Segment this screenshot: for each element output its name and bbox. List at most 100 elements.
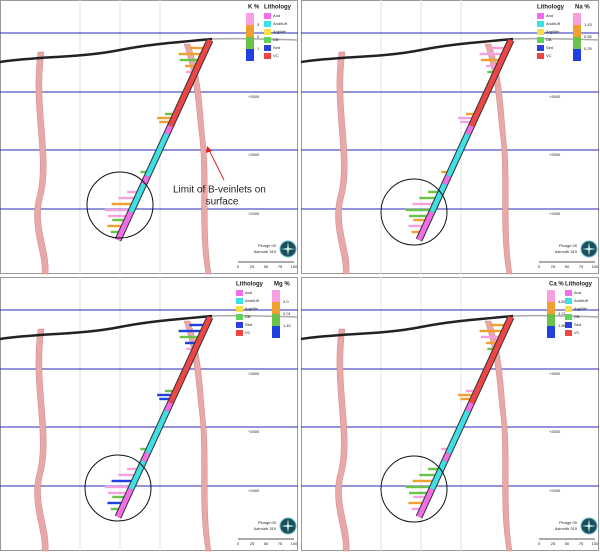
- scale-label: 25: [250, 264, 255, 269]
- elevation-label: +2500: [549, 152, 561, 157]
- plunge: Plunge 00: [258, 520, 277, 525]
- panel-frame: [301, 0, 599, 274]
- scale-label: 25: [250, 541, 255, 546]
- element-scale-label: 4.83: [558, 299, 567, 304]
- assay-bar: [127, 190, 138, 194]
- assay-bar: [413, 495, 426, 499]
- assay-bar: [159, 397, 170, 401]
- panel: +2600 +2500 +2400 K % 3 2 1 Lithology And And/tuf…: [0, 0, 299, 275]
- assay-bar: [110, 230, 119, 234]
- plunge: Plunge 00: [258, 243, 277, 248]
- assay-bar: [118, 473, 135, 477]
- lithology-label: VC: [273, 53, 279, 58]
- lithology-label: Argillite: [574, 306, 588, 311]
- assay-bar: [164, 389, 173, 393]
- lithology-swatch: [264, 53, 271, 59]
- lithology-swatch: [236, 290, 243, 296]
- assay-bar: [112, 218, 125, 222]
- lithology-swatch: [537, 29, 544, 35]
- lithology-label: And/tuff: [546, 21, 561, 26]
- assay-bar: [110, 507, 119, 511]
- panel: +2600 +2500 +2400 Mg % 3.0 2.01 1.42 Lithology A…: [0, 277, 299, 552]
- assay-bar: [486, 341, 497, 345]
- lithology-label: VC: [245, 330, 251, 335]
- topography-fill: [512, 37, 600, 41]
- topography: [0, 314, 213, 341]
- topography-fill: [211, 314, 299, 318]
- highlight-circle: [380, 178, 448, 246]
- assay-bar: [189, 323, 204, 327]
- assay-bar: [419, 473, 436, 477]
- drill-hole-segment: [416, 487, 435, 519]
- element-scale-swatch: [246, 49, 254, 61]
- lithology-label: DB: [245, 314, 251, 319]
- assay-bar: [159, 120, 170, 124]
- drill-hole-segment: [115, 487, 134, 519]
- assay-bar: [465, 112, 474, 116]
- scale-label: 0: [538, 541, 541, 546]
- scale-label: 75: [278, 264, 283, 269]
- drill-hole-segment: [416, 210, 435, 242]
- scale-label: 0: [237, 541, 240, 546]
- drill-hole-segment: [164, 401, 173, 413]
- lithology-title: Lithology: [537, 5, 565, 11]
- lithology-swatch: [537, 13, 544, 19]
- topography: [0, 37, 213, 64]
- scale-label: 0: [237, 264, 240, 269]
- lithology-label: Sed: [546, 45, 553, 50]
- assay-bar: [112, 495, 125, 499]
- lithology-title: Lithology: [236, 282, 264, 288]
- vein-band: [183, 320, 212, 552]
- assay-bar: [186, 70, 193, 74]
- assay-bar: [480, 58, 499, 62]
- lithology-swatch: [236, 322, 243, 328]
- assay-bar: [118, 196, 135, 200]
- drill-hole-segment: [128, 182, 147, 214]
- highlight-circle: [380, 455, 448, 523]
- drill-hole-segment: [465, 124, 474, 136]
- compass-star: [281, 242, 295, 256]
- element-scale-label: 4.21: [558, 311, 567, 316]
- lithology-swatch: [565, 314, 572, 320]
- assay-bar: [178, 52, 201, 56]
- assay-bar: [412, 202, 433, 206]
- assay-bar: [164, 112, 173, 116]
- assay-bar: [108, 491, 127, 495]
- element-scale-swatch: [272, 302, 280, 314]
- drill-hole-segment: [442, 451, 451, 463]
- lithology-swatch: [537, 45, 544, 51]
- assay-bar: [412, 479, 433, 483]
- assay-bar: [428, 190, 439, 194]
- highlight-circle: [86, 171, 154, 239]
- assay-bar: [104, 485, 129, 489]
- assay-bar: [140, 447, 147, 451]
- drill-hole-segment: [168, 38, 213, 128]
- assay-bar: [479, 52, 502, 56]
- assay-bar: [458, 393, 473, 397]
- lithology-swatch: [264, 37, 271, 43]
- topography: [300, 314, 514, 341]
- lithology-label: Argillite: [245, 306, 259, 311]
- topography-fill: [211, 37, 299, 41]
- assay-bar: [140, 170, 147, 174]
- assay-bar: [409, 491, 428, 495]
- lithology-swatch: [565, 330, 572, 336]
- vein-band: [34, 328, 49, 552]
- element-scale-label: 3.0: [283, 299, 289, 304]
- azimuth: Azimuth 319: [254, 249, 277, 254]
- assay-bar: [441, 170, 448, 174]
- scale-label: 25: [551, 264, 556, 269]
- lithology-swatch: [264, 21, 271, 27]
- lithology-label: Sed: [245, 322, 252, 327]
- lithology-swatch: [565, 322, 572, 328]
- scale-label: 0: [538, 264, 541, 269]
- drill-hole-segment: [168, 315, 213, 405]
- lithology-title: Lithology: [565, 282, 593, 288]
- lithology-swatch: [236, 306, 243, 312]
- assay-bar: [108, 214, 127, 218]
- drill-hole-segment: [429, 459, 448, 491]
- element-scale-swatch: [246, 25, 254, 37]
- azimuth: Azimuth 319: [555, 526, 578, 531]
- lithology-label: And: [546, 13, 553, 18]
- lithology-label: Argillite: [546, 29, 560, 34]
